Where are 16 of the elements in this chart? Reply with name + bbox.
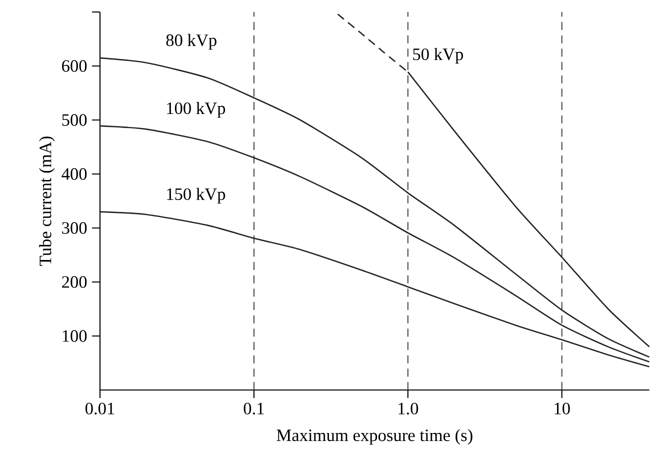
- series-label: 100 kVp: [167, 102, 226, 118]
- y-tick-label: 600: [62, 60, 87, 72]
- y-tick-label: 200: [62, 276, 87, 288]
- x-tick-label: 0.01: [86, 402, 114, 414]
- x-tick-label: 0.1: [244, 402, 264, 414]
- y-axis-title: Tube current (mA): [39, 136, 55, 266]
- x-tick-label: 10: [554, 402, 570, 414]
- series-label: 150 kVp: [167, 188, 226, 204]
- series-label: 80 kVp: [166, 34, 216, 50]
- y-tick-label: 100: [62, 330, 87, 342]
- y-tick-label: 500: [62, 114, 87, 126]
- y-tick-label: 300: [62, 222, 87, 234]
- x-tick-label: 1.0: [398, 402, 418, 414]
- series-label: 50 kVp: [413, 48, 463, 64]
- y-tick-label: 400: [62, 168, 87, 180]
- x-axis-title: Maximum exposure time (s): [276, 428, 472, 445]
